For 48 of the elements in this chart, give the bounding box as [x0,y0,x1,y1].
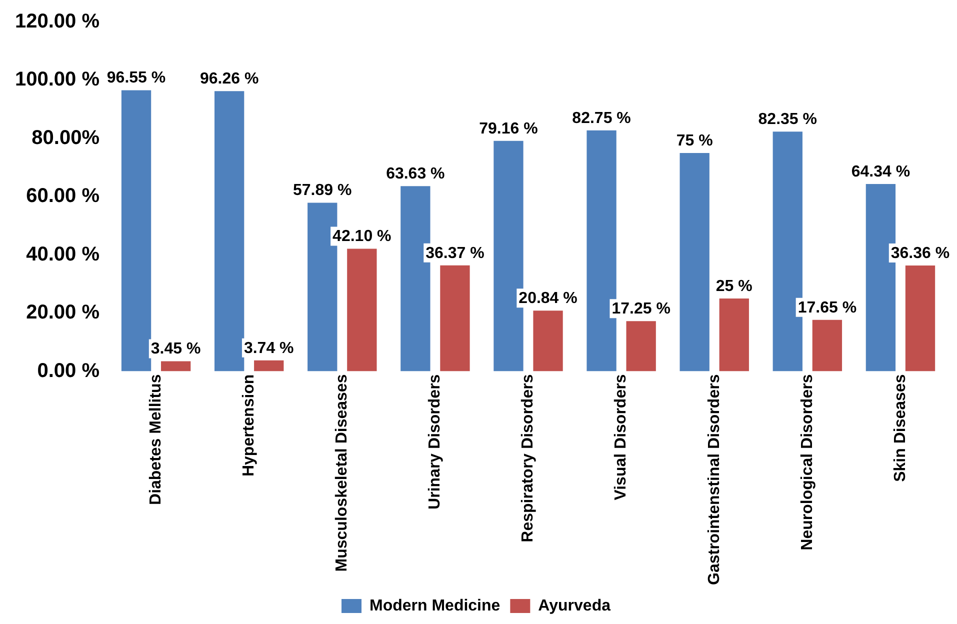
y-tick-label: 100.00 % [14,68,100,91]
x-tick-label: Musculoskeletal Diseases [334,374,351,572]
x-tick-label: Urinary Disorders [426,374,444,510]
bar [680,152,710,372]
bar [347,248,377,372]
bar [440,265,470,372]
data-label: 36.37 % [426,244,484,262]
data-label: 63.63 % [386,165,445,182]
data-label: 17.25 % [612,300,670,318]
data-label: 96.55 % [106,70,166,87]
bar [533,310,563,372]
y-tick-label: 60.00 % [26,185,100,208]
x-tick-label: Gastrointenstinal Disorders [706,374,723,585]
data-label: 42.10 % [332,228,392,246]
bar [214,91,244,372]
data-label: 3.45 % [150,340,201,358]
data-label: 20.84 % [518,290,578,308]
y-tick-label: 120.00 % [14,10,100,33]
x-tick-label: Diabetes Mellitus [147,374,164,505]
data-label: 57.89 % [293,182,352,200]
legend-label: Modern Medicine [369,597,500,614]
data-label: 64.34 % [851,163,910,180]
y-tick-label: 20.00 % [26,302,100,324]
bar [812,320,842,372]
x-tick-label: Respiratory Disorders [520,374,537,542]
x-tick-label: Skin Diseases [892,374,909,482]
data-label: 82.35 % [758,110,818,128]
y-tick-label: 80.00% [32,126,100,149]
data-label: 36.36 % [890,244,950,262]
data-label: 3.74 % [244,340,294,357]
x-tick-label: Visual Disorders [612,374,630,500]
data-label: 96.26 % [200,70,259,88]
data-label: 75 % [676,132,713,150]
data-label: 17.65 % [798,299,857,316]
data-label: 82.75 % [572,110,631,127]
bar [905,265,936,372]
legend-label: Ayurveda [538,597,611,614]
bar [719,298,749,372]
y-tick-label: 40.00 % [26,243,100,266]
data-label: 25 % [716,278,752,295]
y-tick-label: 0.00 % [37,360,100,382]
bar [160,361,191,372]
bar [626,321,656,372]
data-label: 79.16 % [479,120,538,138]
x-tick-label: Neurological Disorders [798,374,816,550]
bar [254,360,284,372]
x-tick-label: Hypertension [240,374,258,477]
bar [121,90,152,372]
